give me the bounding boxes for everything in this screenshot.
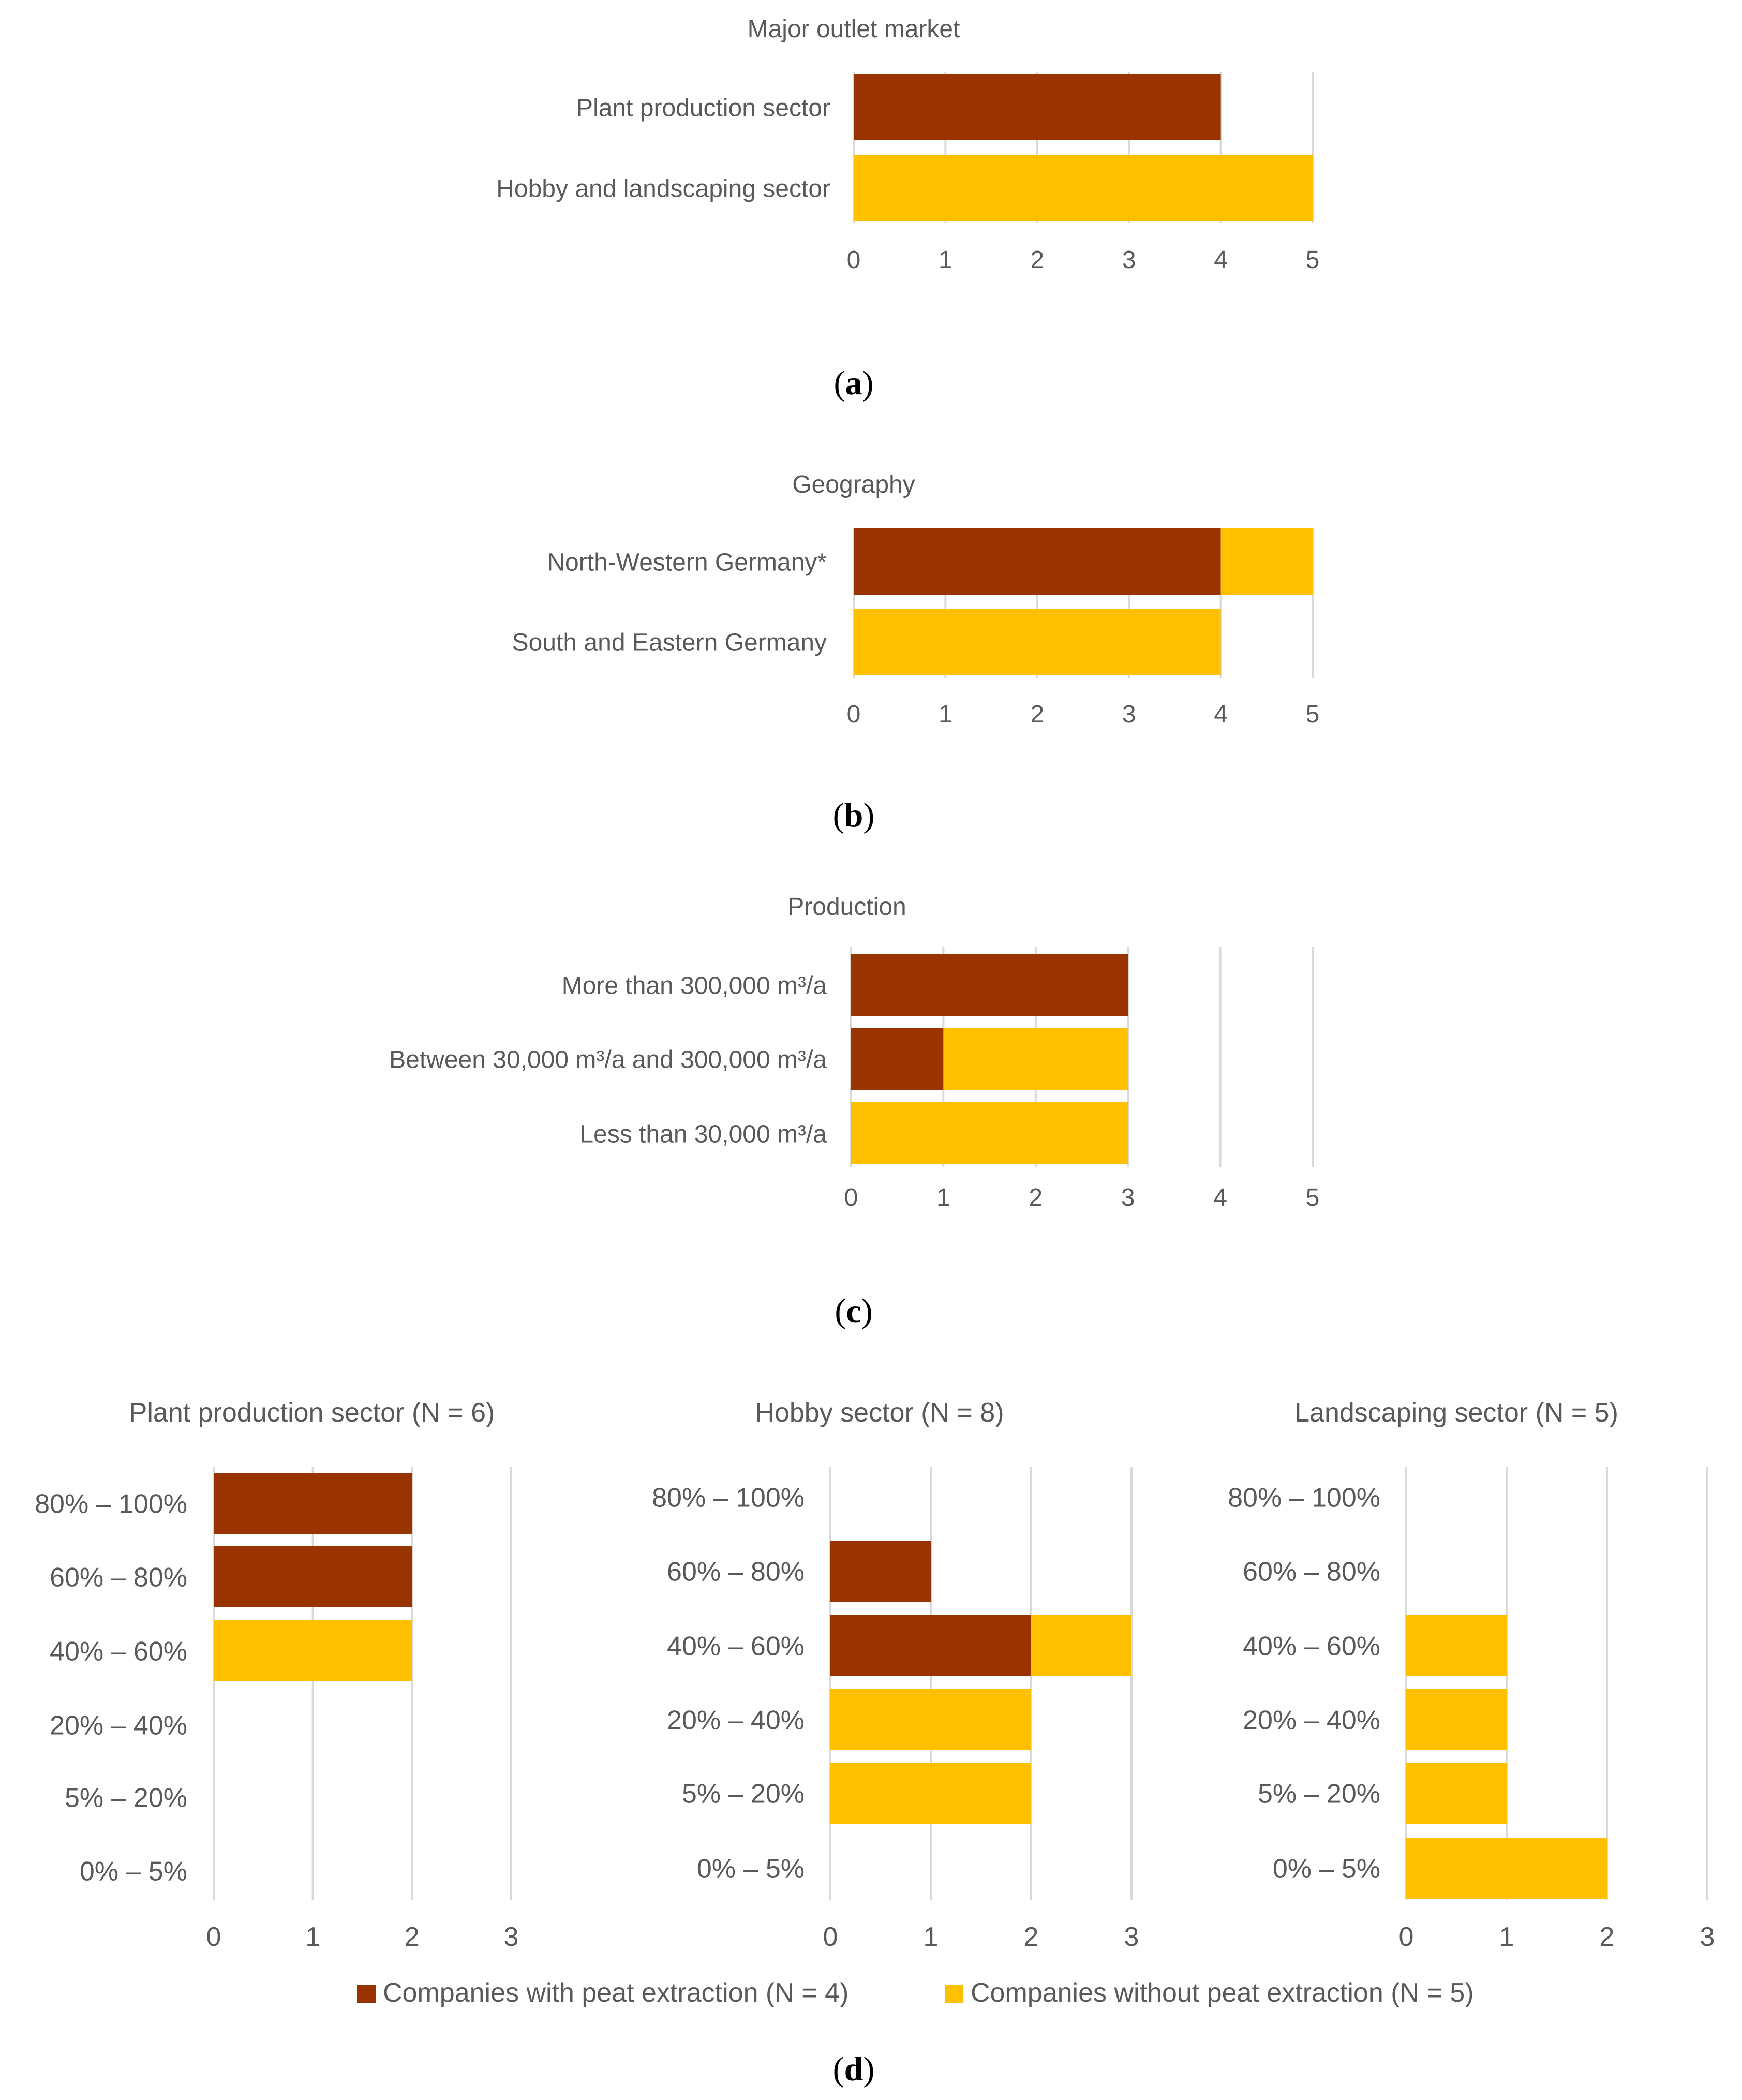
category-label: 0% – 5% (1273, 1854, 1380, 1884)
bar-without (851, 1102, 1128, 1164)
tick-label: 4 (1214, 246, 1228, 274)
bar-with (851, 954, 1128, 1016)
tick-label: 3 (504, 1922, 519, 1952)
chart-1: Major outlet market Plant production sect… (496, 16, 1319, 274)
bar-without (1031, 1615, 1131, 1676)
tick-label: 5 (1306, 701, 1320, 728)
bar-without (830, 1763, 1031, 1824)
category-label: 20% – 40% (1243, 1706, 1380, 1736)
chart-title: Landscaping sector (N = 5) (1294, 1398, 1618, 1428)
bar-without (214, 1620, 412, 1681)
tick-label: 1 (924, 1922, 939, 1952)
chart-title: Plant production sector (N = 6) (129, 1398, 495, 1428)
category-label: 5% – 20% (65, 1783, 187, 1813)
category-label: 60% – 80% (1243, 1557, 1380, 1587)
chart-6: Landscaping sector (N = 5) 80% – 100% 60% … (1228, 1398, 1715, 1952)
tick-label: 3 (1122, 246, 1136, 274)
panel-label-b: (b) (833, 796, 875, 834)
bar-with (830, 1615, 1031, 1676)
tick-label: 0 (823, 1922, 838, 1952)
bar-with (214, 1546, 412, 1607)
chart-4: Plant production sector (N = 6) 80% – 100… (35, 1398, 518, 1952)
bar-without (1220, 528, 1313, 595)
bar-with (830, 1541, 931, 1602)
chart-5: Hobby sector (N = 8) 80% – 100% 60% – 80% 4… (652, 1398, 1139, 1952)
tick-label: 4 (1213, 1184, 1227, 1211)
chart-title: Production (787, 893, 906, 921)
category-label: Between 30,000 m³/a and 300,000 m³/a (389, 1046, 827, 1073)
category-label: 0% – 5% (697, 1854, 805, 1884)
tick-label: 2 (1030, 701, 1044, 728)
legend-label-with: Companies with peat extraction (N = 4) (383, 1978, 848, 2008)
tick-label: 2 (1024, 1922, 1039, 1952)
bar-without (854, 609, 1221, 675)
tick-label: 1 (939, 701, 952, 728)
category-label: 40% – 60% (1243, 1632, 1380, 1662)
category-label: 80% – 100% (1228, 1483, 1380, 1513)
category-label: 5% – 20% (1258, 1779, 1380, 1809)
panel-label-c: (c) (835, 1292, 872, 1330)
tick-label: 4 (1214, 701, 1228, 728)
category-label: 40% – 60% (667, 1632, 805, 1662)
category-label: More than 300,000 m³/a (562, 972, 827, 999)
category-label: Less than 30,000 m³/a (579, 1120, 827, 1148)
category-label: 20% – 40% (667, 1706, 805, 1736)
category-label: 40% – 60% (50, 1637, 187, 1667)
legend: Companies with peat extraction (N = 4) Co… (357, 1978, 1474, 2008)
category-label: 0% – 5% (80, 1857, 187, 1887)
bar-without (1406, 1615, 1507, 1676)
tick-label: 1 (305, 1922, 320, 1952)
bar-with (854, 528, 1221, 595)
chart-3: Production More than 300,000 m³/a Between … (389, 893, 1319, 1211)
tick-label: 5 (1306, 1184, 1320, 1211)
panel-label-d: (d) (833, 2050, 875, 2088)
chart-title: Hobby sector (N = 8) (755, 1398, 1004, 1428)
category-label: North-Western Germany* (547, 549, 827, 576)
bar-with (854, 74, 1221, 140)
tick-label: 2 (405, 1922, 420, 1952)
tick-label: 2 (1030, 246, 1044, 274)
legend-label-without: Companies without peat extraction (N = 5… (971, 1978, 1474, 2008)
category-label: 5% – 20% (682, 1779, 805, 1809)
chart-title: Major outlet market (748, 16, 960, 43)
category-label: South and Eastern Germany (512, 629, 827, 656)
tick-label: 1 (1499, 1922, 1514, 1952)
panel-label-a: (a) (834, 364, 874, 402)
tick-label: 5 (1306, 246, 1320, 274)
tick-label: 0 (847, 701, 861, 728)
tick-label: 3 (1122, 701, 1136, 728)
tick-label: 0 (1399, 1922, 1414, 1952)
category-label: 80% – 100% (652, 1483, 805, 1513)
chart-title: Geography (792, 471, 915, 498)
bar-without (1406, 1763, 1507, 1824)
tick-label: 3 (1124, 1922, 1139, 1952)
legend-swatch-with (357, 1985, 376, 2003)
category-label: 80% – 100% (35, 1489, 187, 1519)
tick-label: 1 (939, 246, 952, 274)
tick-label: 1 (936, 1184, 950, 1211)
tick-label: 0 (847, 246, 861, 274)
category-label: 60% – 80% (50, 1563, 187, 1593)
bar-without (854, 155, 1313, 221)
bar-without (1406, 1838, 1607, 1899)
legend-swatch-without (945, 1985, 963, 2003)
bar-without (1406, 1689, 1507, 1750)
category-label: 60% – 80% (667, 1557, 805, 1587)
bar-without (830, 1689, 1031, 1750)
tick-label: 0 (844, 1184, 858, 1211)
tick-label: 2 (1029, 1184, 1043, 1211)
tick-label: 3 (1121, 1184, 1135, 1211)
bar-with (851, 1028, 944, 1090)
category-label: Plant production sector (576, 94, 830, 122)
tick-label: 3 (1700, 1922, 1715, 1952)
category-label: Hobby and landscaping sector (496, 175, 830, 202)
tick-label: 2 (1600, 1922, 1615, 1952)
bar-with (214, 1473, 412, 1534)
bar-without (943, 1028, 1128, 1090)
category-label: 20% – 40% (50, 1711, 187, 1741)
chart-2: Geography North-Western Germany* South and… (512, 471, 1320, 728)
tick-label: 0 (206, 1922, 221, 1952)
